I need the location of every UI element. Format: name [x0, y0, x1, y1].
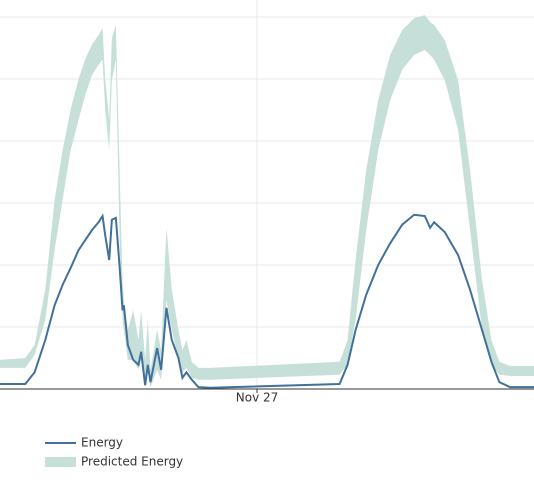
legend-label: Energy: [81, 436, 123, 450]
predicted-band: [0, 15, 534, 388]
energy-line: [0, 213, 534, 389]
x-tick-label: Nov 27: [236, 391, 279, 405]
legend-label: Predicted Energy: [81, 455, 183, 469]
legend-swatch: [45, 457, 76, 467]
